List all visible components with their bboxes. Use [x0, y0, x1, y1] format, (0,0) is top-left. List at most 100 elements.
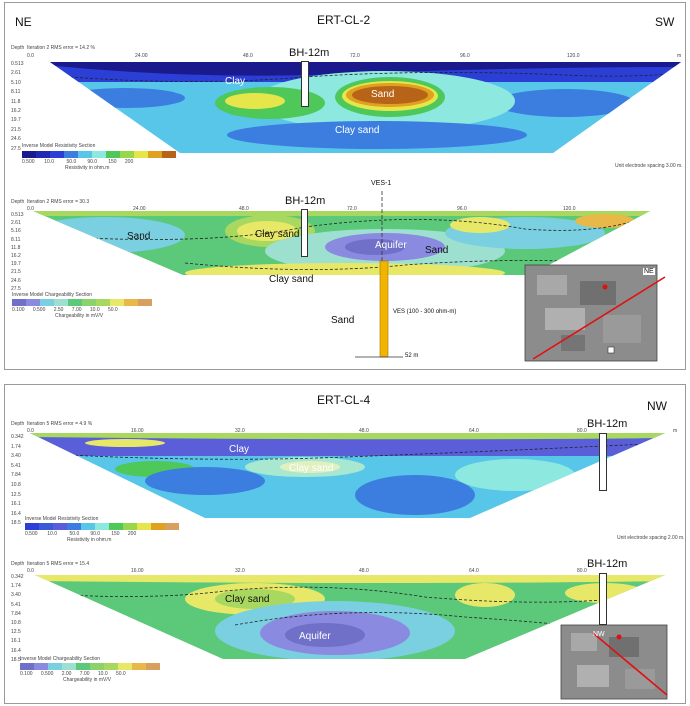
x-unit: m [677, 53, 682, 59]
depth-tick: 27.5 [11, 145, 21, 152]
borehole-marker [301, 209, 308, 257]
depth-tick: 2.61 [11, 70, 21, 77]
depth-tick: 16.2 [11, 253, 21, 260]
depth-tick: 16.4 [11, 510, 21, 517]
ves-depth: 52 m [405, 353, 419, 359]
x-tick: 48.0 [243, 53, 253, 59]
depth-tick: 10.8 [11, 481, 21, 488]
depth-tick: 1.74 [11, 443, 21, 450]
unit-label-clay-sand: Clay sand [255, 229, 300, 240]
depth-tick: 11.8 [11, 244, 21, 251]
iteration-header: Iteration 5 RMS error = 15.4 [27, 561, 90, 567]
borehole-label: BH-12m [587, 418, 628, 430]
x-tick: 120.0 [567, 53, 580, 59]
ves-label: VES-1 [371, 180, 392, 187]
resistivity-section-ert-cl-4 [20, 433, 668, 700]
depth-tick: 3.40 [11, 453, 21, 460]
unit-label-clay: Clay [229, 444, 250, 455]
electrode-spacing-note: Unit electrode spacing 3.00 m. [615, 163, 683, 169]
legend-unit: Resistivity in ohm.m [67, 537, 112, 543]
depth-tick: 5.41 [11, 462, 21, 469]
legend-title: Inverse Model Resistivity Section [25, 516, 99, 522]
x-tick: 80.0 [577, 568, 587, 574]
x-unit: m [673, 428, 678, 434]
borehole-marker [599, 433, 607, 491]
x-tick: 0.0 [27, 568, 34, 574]
profile-title: ERT-CL-2 [317, 13, 371, 27]
profile-title: ERT-CL-4 [317, 393, 371, 407]
iteration-header: Iteration 2 RMS error = 30.3 [27, 199, 90, 205]
depth-tick: 21.5 [11, 269, 21, 276]
depth-tick: 12.5 [11, 491, 21, 498]
x-tick: 48.0 [359, 428, 369, 434]
x-tick: 96.0 [460, 53, 470, 59]
depth-tick: 3.40 [11, 592, 21, 599]
x-tick: 32.0 [235, 568, 245, 574]
map-direction-label: NE [643, 268, 655, 275]
depth-tick: 11.8 [11, 98, 21, 105]
electrode-spacing-note: Unit electrode spacing 2.00 m. [617, 535, 685, 541]
depth-tick: 1.74 [11, 583, 21, 590]
depth-tick: 5.10 [11, 79, 21, 86]
depth-tick: 8.11 [11, 89, 21, 96]
unit-label-aquifer: Aquifer [375, 240, 407, 251]
unit-label-sand: Sand [331, 315, 355, 326]
legend-title: Inverse Model Chargeability Section [20, 656, 101, 662]
depth-ticks: 0.513 2.61 5.10 8.11 11.8 16.2 19.7 21.5… [11, 60, 24, 154]
direction-nw-label: NW [647, 399, 667, 413]
depth-tick: 5.41 [11, 601, 21, 608]
depth-ticks: 0.342 1.74 3.40 5.41 7.84 10.8 12.5 16.1… [11, 433, 24, 529]
depth-tick: 19.7 [11, 117, 21, 124]
depth-tick: 24.6 [11, 136, 21, 143]
depth-label: Depth [11, 421, 25, 427]
iteration-header: Iteration 5 RMS error = 4.9 % [27, 421, 93, 427]
depth-tick: 16.1 [11, 638, 21, 645]
direction-ne-label: NE [15, 15, 32, 29]
depth-label: Depth [11, 45, 25, 51]
unit-label-clay-sand: Clay sand [289, 463, 334, 474]
unit-label-clay: Clay [225, 76, 246, 87]
legend-unit: Chargeability in mV/V [63, 677, 112, 683]
depth-tick: 21.5 [11, 126, 21, 133]
x-tick: 0.0 [27, 428, 34, 434]
depth-tick: 8.11 [11, 236, 21, 243]
depth-tick: 24.6 [11, 277, 21, 284]
legend-values: 0.100 0.500 2.00 7.00 10.0 50.0 [20, 671, 126, 677]
depth-tick: 2.61 [11, 220, 21, 227]
map-direction-label: NW [593, 631, 605, 638]
x-tick: 24.00 [135, 53, 148, 59]
depth-tick: 7.84 [11, 472, 21, 479]
depth-ticks: 0.513 2.61 5.16 8.11 11.8 16.2 19.7 21.5… [11, 211, 24, 293]
depth-label: Depth [11, 199, 25, 205]
legend-title: Inverse Model Chargeability Section [12, 292, 93, 298]
depth-tick: 10.8 [11, 620, 21, 627]
depth-tick: 16.4 [11, 647, 21, 654]
borehole-marker [301, 61, 309, 107]
unit-label-sand: Sand [425, 245, 449, 256]
legend-values: 0.500 10.0 50.0 90.0 150 200 [22, 159, 134, 165]
unit-label-clay-sand: Clay sand [269, 274, 314, 285]
depth-tick: 7.84 [11, 610, 21, 617]
ert-cl-4-panel: ERT-CL-4 NW Depth Iteration 5 RMS error … [4, 384, 686, 704]
x-tick: 0.0 [27, 206, 34, 212]
unit-label-aquifer: Aquifer [299, 631, 331, 642]
depth-tick: 19.7 [11, 261, 21, 268]
x-tick: 96.0 [457, 206, 467, 212]
ert-cl-2-panel: NE ERT-CL-2 SW Depth Iteration 2 RMS err… [4, 2, 686, 370]
depth-tick: 0.513 [11, 61, 24, 67]
depth-tick: 27.5 [11, 285, 21, 292]
unit-label-clay-sand: Clay sand [225, 594, 270, 605]
depth-tick: 12.5 [11, 629, 21, 636]
x-tick: 72.0 [347, 206, 357, 212]
x-tick: 0.0 [27, 53, 34, 59]
legend-values: 0.100 0.500 2.50 7.00 10.0 50.0 [12, 307, 118, 313]
x-tick: 64.0 [469, 568, 479, 574]
x-tick: 64.0 [469, 428, 479, 434]
depth-label: Depth [11, 561, 25, 567]
depth-tick: 0.513 [11, 212, 24, 218]
legend-values: 0.500 10.0 50.0 90.0 150 200 [25, 531, 137, 537]
borehole-marker [599, 573, 607, 625]
x-tick: 48.0 [239, 206, 249, 212]
depth-tick: 16.2 [11, 108, 21, 115]
iteration-header: Iteration 2 RMS error = 14.2 % [27, 45, 95, 51]
